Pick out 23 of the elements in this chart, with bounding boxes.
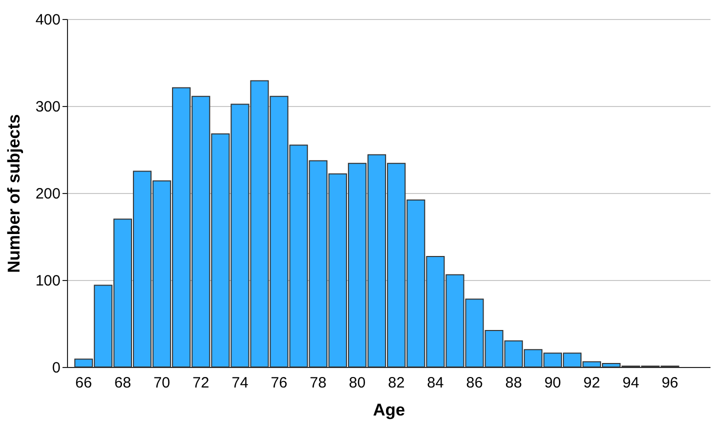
y-tick-label: 200 <box>35 186 60 202</box>
x-tick-label: 66 <box>75 374 92 392</box>
x-tick-label: 90 <box>544 374 562 392</box>
x-tick-label: 74 <box>232 374 248 392</box>
y-tick-label: 0 <box>52 360 60 376</box>
x-tick-label: 76 <box>270 374 288 392</box>
x-axis-title: Age <box>372 400 406 420</box>
x-tick-label: 80 <box>348 374 366 392</box>
x-tick-label: 72 <box>192 374 210 392</box>
x-tick-label: 78 <box>310 374 326 392</box>
x-tick-label: 86 <box>466 374 483 392</box>
y-tick-label: 100 <box>35 272 60 290</box>
y-tick-label: 400 <box>35 12 60 28</box>
y-tick-label: 300 <box>35 98 60 116</box>
x-tick-label: 84 <box>427 374 444 392</box>
x-tick-label: 92 <box>583 374 600 392</box>
x-tick-label: 68 <box>114 374 132 392</box>
x-tick-label: 88 <box>505 374 522 392</box>
x-tick-label: 96 <box>662 374 678 392</box>
x-tick-label: 70 <box>153 374 170 392</box>
y-axis-title: Number of subjects <box>4 114 24 273</box>
x-tick-label: 94 <box>622 374 640 392</box>
x-tick-label: 82 <box>388 374 405 392</box>
